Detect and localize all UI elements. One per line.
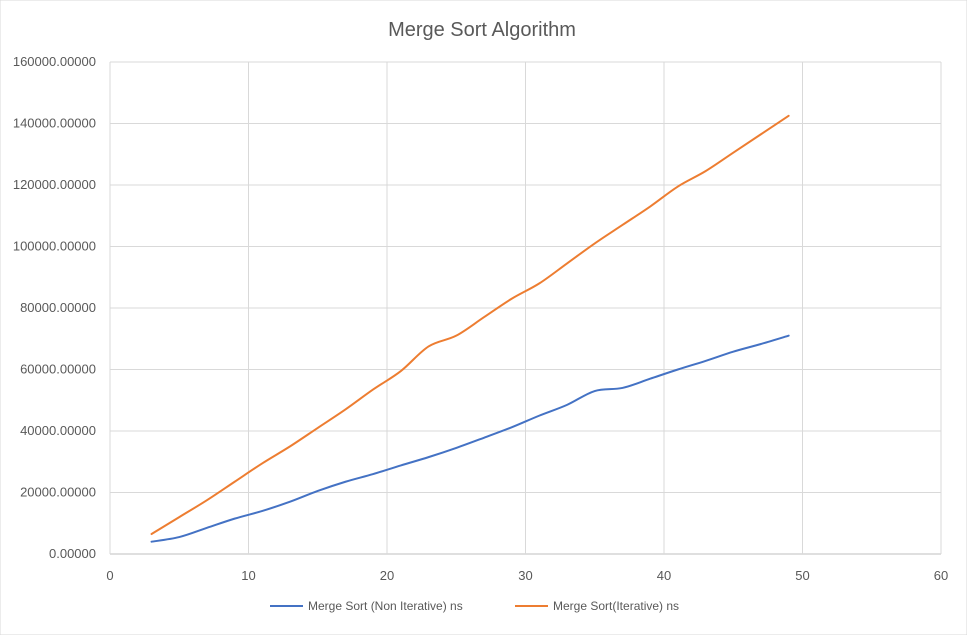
y-tick-label: 100000.00000 <box>13 239 96 254</box>
legend-item-2: Merge Sort(Iterative) ns <box>515 599 679 613</box>
legend-label: Merge Sort(Iterative) ns <box>553 599 679 613</box>
y-tick-label: 120000.00000 <box>13 177 96 192</box>
y-tick-label: 0.00000 <box>49 546 96 561</box>
x-axis-ticks: 0 10 20 30 40 50 60 <box>106 568 948 583</box>
x-tick-label: 20 <box>380 568 394 583</box>
series-line-2 <box>150 114 790 536</box>
chart-title: Merge Sort Algorithm <box>388 19 576 41</box>
y-tick-label: 40000.00000 <box>20 423 96 438</box>
x-tick-label: 40 <box>657 568 671 583</box>
x-tick-label: 50 <box>795 568 809 583</box>
y-axis-ticks: 0.00000 20000.00000 40000.00000 60000.00000… <box>13 54 96 561</box>
x-tick-label: 30 <box>518 568 532 583</box>
series-line-1 <box>150 334 790 543</box>
y-tick-label: 60000.00000 <box>20 362 96 377</box>
y-tick-label: 140000.00000 <box>13 116 96 131</box>
x-tick-label: 60 <box>934 568 948 583</box>
x-tick-label: 0 <box>106 568 113 583</box>
y-tick-label: 80000.00000 <box>20 300 96 315</box>
series-layer <box>150 114 790 543</box>
legend-label: Merge Sort (Non Iterative) ns <box>308 599 463 613</box>
legend: Merge Sort (Non Iterative) ns Merge Sort(… <box>270 599 679 613</box>
y-tick-label: 20000.00000 <box>20 485 96 500</box>
legend-item-1: Merge Sort (Non Iterative) ns <box>270 599 463 613</box>
y-tick-label: 160000.00000 <box>13 54 96 69</box>
x-tick-label: 10 <box>241 568 255 583</box>
